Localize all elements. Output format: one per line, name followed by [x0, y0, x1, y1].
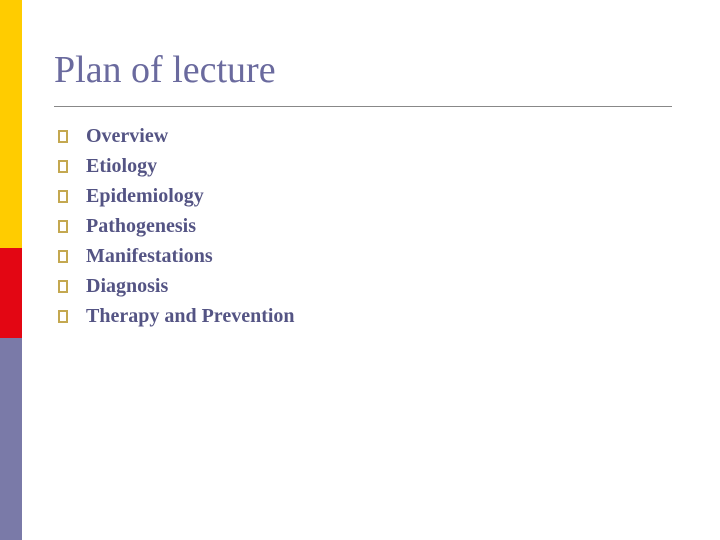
bullet-icon — [58, 250, 68, 263]
side-stripe-purple — [0, 338, 22, 540]
list-item-label: Epidemiology — [86, 185, 204, 208]
list-item: Diagnosis — [54, 275, 680, 298]
list-item: Manifestations — [54, 245, 680, 268]
slide-content: Plan of lecture Overview Etiology Epidem… — [54, 48, 680, 335]
bullet-icon — [58, 190, 68, 203]
bullet-icon — [58, 160, 68, 173]
list-item: Epidemiology — [54, 185, 680, 208]
side-stripe-yellow — [0, 0, 22, 248]
list-item-label: Therapy and Prevention — [86, 305, 295, 328]
side-stripe-red — [0, 248, 22, 338]
list-item-label: Etiology — [86, 155, 157, 178]
bullet-icon — [58, 310, 68, 323]
bullet-icon — [58, 280, 68, 293]
list-item: Therapy and Prevention — [54, 305, 680, 328]
list-item: Overview — [54, 125, 680, 148]
list-item: Etiology — [54, 155, 680, 178]
list-item: Pathogenesis — [54, 215, 680, 238]
list-item-label: Overview — [86, 125, 168, 148]
list-item-label: Manifestations — [86, 245, 213, 268]
lecture-plan-list: Overview Etiology Epidemiology Pathogene… — [54, 125, 680, 328]
list-item-label: Diagnosis — [86, 275, 168, 298]
list-item-label: Pathogenesis — [86, 215, 196, 238]
bullet-icon — [58, 220, 68, 233]
title-divider — [54, 106, 672, 107]
slide-title: Plan of lecture — [54, 48, 680, 92]
bullet-icon — [58, 130, 68, 143]
